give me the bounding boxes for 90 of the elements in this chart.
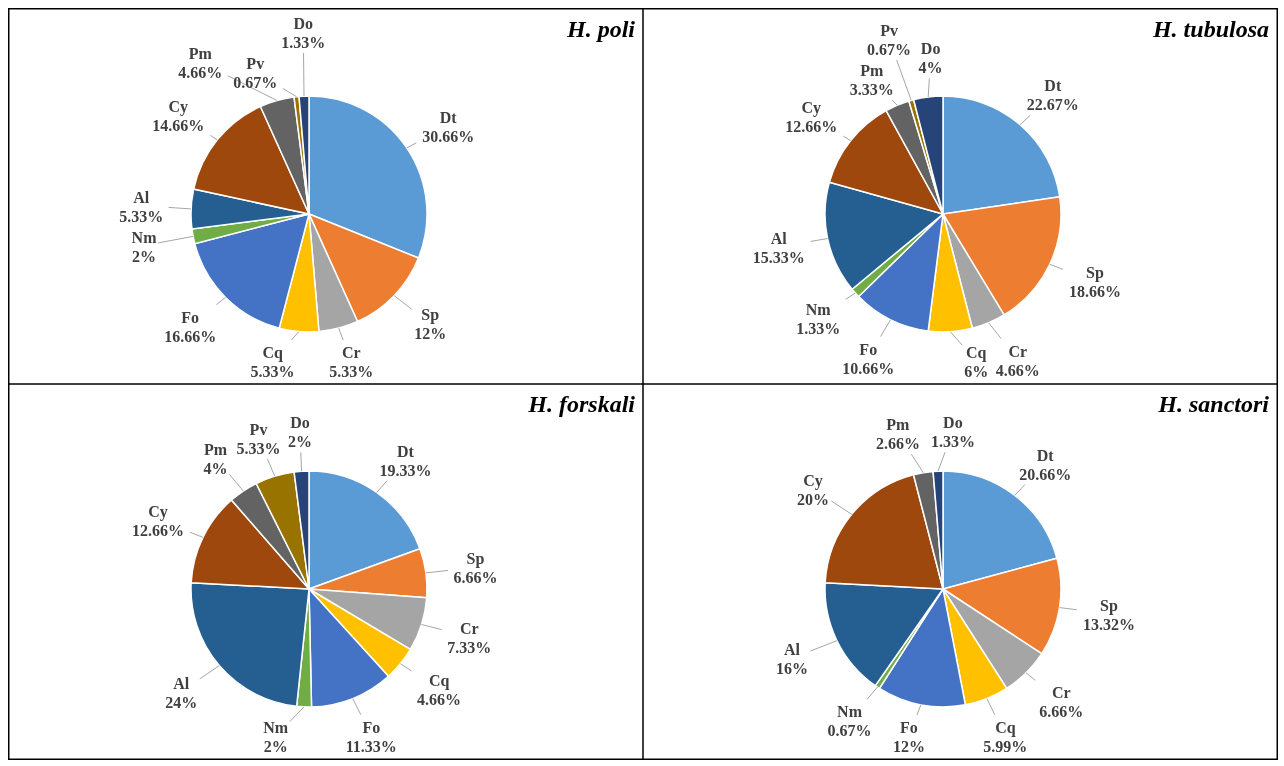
slice-label: Dt — [397, 442, 415, 460]
slice-label: Nm — [837, 703, 863, 721]
data-label: 2% — [263, 738, 288, 755]
slice-label: Sp — [1086, 264, 1104, 283]
data-label: 20% — [796, 490, 829, 508]
data-label: 12% — [893, 738, 925, 755]
data-label: 1.33% — [281, 34, 326, 51]
slice-label: Do — [290, 414, 310, 432]
slice-label: Do — [293, 15, 314, 32]
slice-label: Al — [173, 674, 190, 692]
slice-label: Dt — [1044, 77, 1062, 95]
slice-label: Pm — [860, 62, 884, 80]
data-label: 0.67% — [233, 73, 278, 91]
text: H. poli — [565, 16, 636, 42]
text: H. forskali — [527, 391, 636, 417]
slice-label: Al — [783, 641, 801, 659]
data-label: 0.67% — [827, 722, 872, 740]
data-label: 30.66% — [422, 127, 475, 145]
data-label: 5.33% — [119, 207, 164, 225]
data-label: 5.99% — [983, 737, 1028, 755]
data-label: 6.66% — [1039, 703, 1084, 721]
data-label: 1.33% — [930, 433, 975, 451]
data-label: 2.66% — [875, 435, 920, 453]
slice-label: Fo — [859, 340, 878, 358]
data-label: 13.32% — [1082, 615, 1135, 633]
slice-label: Dt — [1036, 446, 1055, 464]
slice-label: Pm — [188, 44, 213, 62]
slice-label: Cy — [148, 502, 168, 521]
slice-label: Cq — [428, 671, 450, 690]
slice-label: Al — [133, 188, 150, 206]
data-label: 6% — [964, 363, 989, 380]
slice-label: Pv — [249, 420, 268, 438]
data-label: 6.66% — [453, 569, 498, 587]
slice-label: Do — [943, 414, 963, 432]
data-label: 1.33% — [796, 319, 841, 337]
slice-label: Al — [770, 229, 788, 247]
slice-label: Dt — [439, 108, 458, 126]
slice-label: Pv — [246, 54, 265, 72]
slice-label: Cq — [262, 344, 283, 362]
data-label: 11.33% — [345, 737, 397, 755]
data-label: 18.66% — [1068, 283, 1121, 301]
slice-label: Sp — [1100, 596, 1118, 615]
data-label: 24% — [165, 693, 198, 711]
slice-label: Nm — [131, 228, 158, 246]
data-label: 4.66% — [995, 361, 1040, 379]
data-label: 12.66% — [785, 117, 838, 135]
data-label: 15.33% — [752, 248, 805, 266]
data-label: 0.67% — [867, 41, 912, 59]
data-label: 16% — [775, 660, 808, 678]
data-label: 4% — [918, 59, 943, 77]
slice-label: Fo — [900, 719, 918, 736]
slice-label: Cr — [459, 619, 479, 637]
slice-label: Cq — [995, 718, 1016, 737]
data-label: 12.66% — [131, 521, 184, 539]
data-label: 22.67% — [1026, 96, 1079, 114]
slice-label: Cr — [341, 344, 361, 361]
slice-label: Pm — [203, 440, 228, 458]
data-label: 4.66% — [178, 63, 223, 81]
slice-label: Cy — [801, 98, 822, 117]
slice-label: Cr — [1008, 342, 1028, 360]
data-label: 10.66% — [842, 359, 895, 377]
text: H. sanctori — [1157, 391, 1270, 417]
data-label: 2% — [132, 247, 157, 265]
slice-label: Sp — [466, 550, 485, 569]
slice-label: Fo — [181, 308, 200, 326]
slice-label: Nm — [805, 300, 832, 318]
slice-label: Do — [920, 40, 941, 58]
slice-label: Pv — [880, 22, 899, 40]
slice-label: Sp — [421, 306, 440, 325]
data-label: 14.66% — [152, 116, 205, 134]
data-label: 16.66% — [164, 327, 217, 345]
slice-label: Cq — [966, 344, 987, 362]
data-label: 3.33% — [849, 81, 894, 99]
data-label: 4.66% — [417, 690, 462, 708]
data-label: 4% — [203, 459, 228, 477]
data-label: 20.66% — [1019, 465, 1072, 483]
data-label: 7.33% — [447, 638, 492, 656]
slice-label: Pm — [886, 416, 911, 434]
text: H. tubulosa — [1151, 16, 1269, 42]
slice-label: Fo — [362, 718, 381, 736]
data-label: 5.33% — [250, 363, 295, 380]
slice-label: Cy — [803, 471, 823, 490]
data-label: 5.33% — [236, 439, 281, 457]
slice-label: Cr — [1051, 684, 1071, 702]
data-label: 19.33% — [379, 461, 432, 479]
data-label: 5.33% — [329, 363, 374, 380]
slice-label: Cy — [168, 97, 189, 116]
data-label: 2% — [288, 433, 312, 451]
slice-label: Nm — [263, 719, 289, 736]
data-label: 12% — [414, 325, 447, 343]
